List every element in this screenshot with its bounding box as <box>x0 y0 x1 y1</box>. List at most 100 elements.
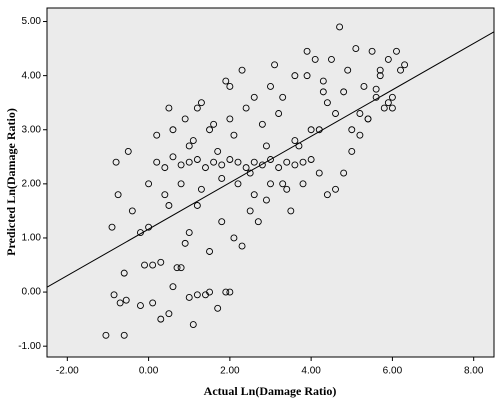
point <box>197 99 205 107</box>
point <box>116 299 124 307</box>
point <box>189 137 197 145</box>
point <box>376 72 384 80</box>
point <box>267 180 274 188</box>
point <box>348 147 356 155</box>
x-tick-label: 6.00 <box>383 366 403 377</box>
y-tick-label: 3.00 <box>22 124 42 135</box>
point <box>157 315 165 323</box>
point <box>185 158 193 166</box>
point <box>352 45 360 53</box>
point <box>145 180 153 188</box>
point <box>250 191 258 199</box>
point <box>258 161 266 169</box>
point <box>177 161 185 169</box>
point <box>165 310 173 318</box>
point <box>311 55 319 63</box>
point <box>206 248 213 255</box>
point <box>193 156 201 163</box>
x-tick-label: 4.00 <box>301 366 321 377</box>
point <box>368 47 376 55</box>
point <box>238 242 246 250</box>
point <box>384 99 392 107</box>
point <box>185 229 193 237</box>
point <box>238 66 246 74</box>
point <box>323 191 331 199</box>
point <box>262 196 270 204</box>
point <box>122 296 130 304</box>
point <box>193 291 201 299</box>
point <box>267 156 274 163</box>
point <box>267 83 274 90</box>
point <box>344 66 352 74</box>
x-tick-label: -2.00 <box>56 366 79 377</box>
point <box>380 104 388 112</box>
point <box>218 161 226 169</box>
point <box>124 147 132 155</box>
point <box>189 321 197 328</box>
y-tick-label: 2.00 <box>22 178 42 189</box>
point <box>214 147 222 155</box>
point <box>275 164 283 172</box>
point <box>250 93 258 101</box>
point <box>299 180 307 188</box>
point <box>222 288 230 296</box>
point <box>169 126 177 134</box>
point <box>206 288 213 296</box>
point <box>185 142 193 150</box>
y-axis-title: Predicted Ln(Damage Ratio) <box>4 108 18 256</box>
point <box>242 104 250 112</box>
point <box>202 164 209 172</box>
point <box>323 99 331 107</box>
point <box>283 158 291 166</box>
point <box>258 120 266 128</box>
point <box>372 85 380 93</box>
point <box>177 264 185 272</box>
point <box>161 164 169 172</box>
point <box>181 115 189 123</box>
point <box>328 55 335 63</box>
point <box>102 331 110 339</box>
point <box>319 77 327 85</box>
point <box>165 202 173 209</box>
point <box>388 104 396 112</box>
point <box>181 239 189 247</box>
point <box>214 304 222 312</box>
point <box>275 110 283 117</box>
point <box>234 180 242 188</box>
point <box>372 93 380 101</box>
point <box>120 331 128 339</box>
point <box>210 158 218 166</box>
point <box>356 131 364 139</box>
x-axis-title: Actual Ln(Damage Ratio) <box>204 384 337 398</box>
point <box>279 93 287 101</box>
point <box>242 164 250 172</box>
plot-area <box>46 7 495 358</box>
point <box>376 66 384 74</box>
point <box>120 269 128 277</box>
point <box>287 207 295 215</box>
point <box>254 218 262 226</box>
point <box>226 156 234 163</box>
point <box>283 185 291 193</box>
fit-line <box>46 31 495 288</box>
point <box>332 110 339 117</box>
point <box>401 61 409 69</box>
point <box>299 158 307 166</box>
y-tick-label: 0.00 <box>22 287 42 298</box>
point <box>218 218 226 226</box>
point <box>193 202 201 209</box>
x-tick-label: 0.00 <box>139 366 159 377</box>
y-tick-label: 4.00 <box>22 70 42 81</box>
point <box>165 104 173 112</box>
point <box>110 291 118 299</box>
point <box>141 261 148 269</box>
point <box>393 47 400 55</box>
point <box>271 61 279 69</box>
point <box>397 66 404 74</box>
point <box>169 153 177 161</box>
point <box>356 110 364 117</box>
point <box>149 261 157 269</box>
point <box>137 229 144 237</box>
point <box>384 55 392 63</box>
point <box>153 131 161 139</box>
